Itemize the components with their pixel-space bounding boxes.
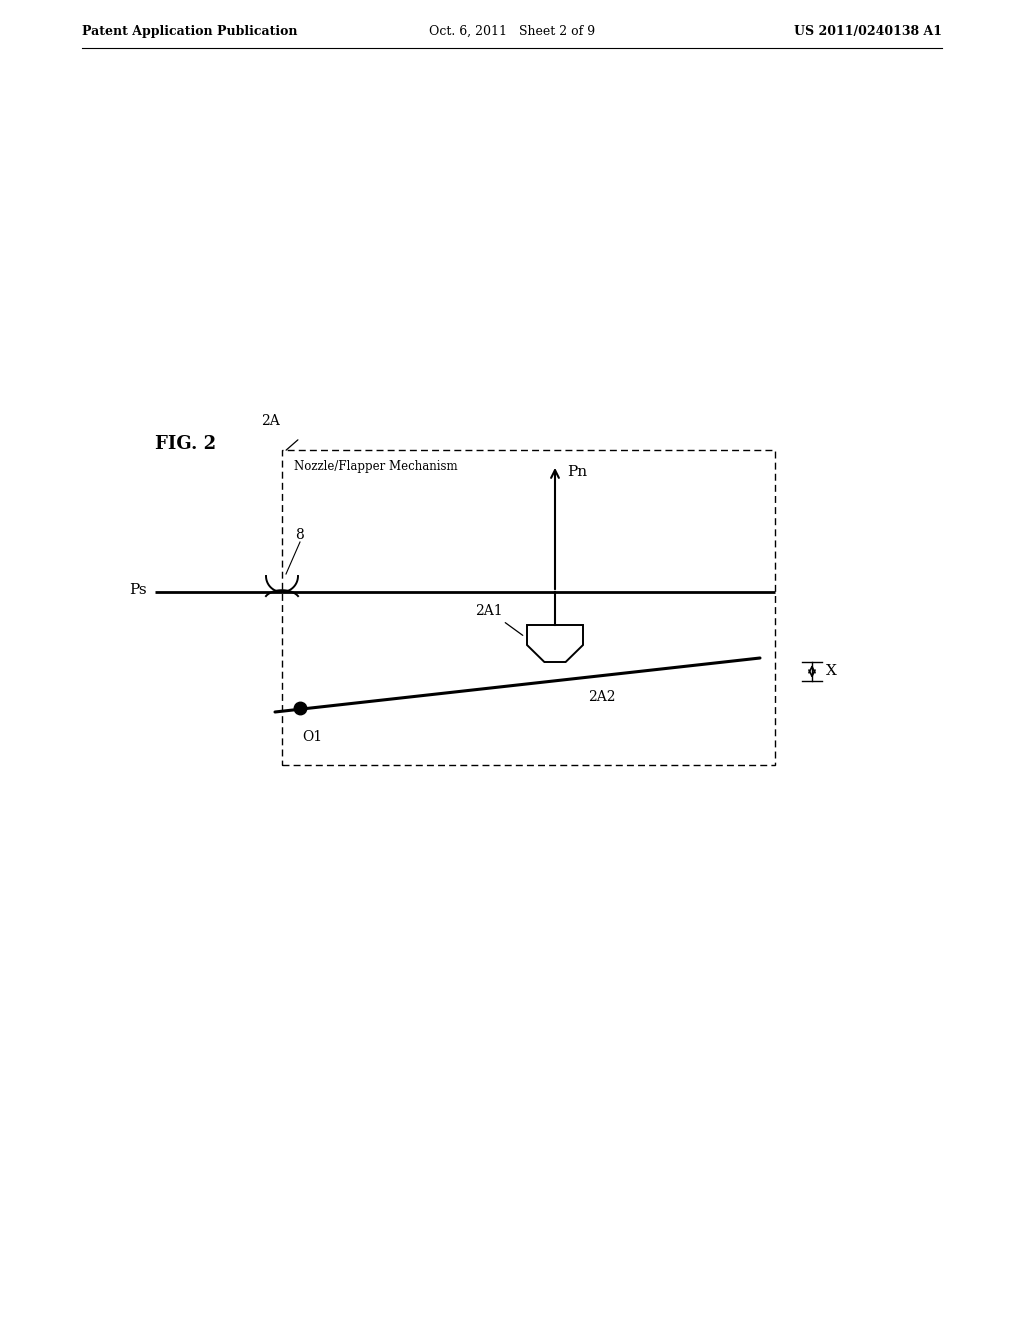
Text: X: X [826, 664, 837, 678]
Text: Pn: Pn [567, 465, 587, 479]
Text: Patent Application Publication: Patent Application Publication [82, 25, 298, 38]
Polygon shape [527, 624, 583, 663]
Text: 2A1: 2A1 [475, 605, 503, 618]
Text: FIG. 2: FIG. 2 [155, 436, 216, 453]
Text: 2A2: 2A2 [588, 690, 615, 705]
Text: US 2011/0240138 A1: US 2011/0240138 A1 [794, 25, 942, 38]
Text: Oct. 6, 2011   Sheet 2 of 9: Oct. 6, 2011 Sheet 2 of 9 [429, 25, 595, 38]
Text: Ps: Ps [129, 583, 147, 597]
Text: 2A: 2A [261, 414, 280, 428]
Bar [282, 450, 775, 766]
Text: Nozzle/Flapper Mechanism: Nozzle/Flapper Mechanism [294, 459, 458, 473]
Text: 8: 8 [296, 528, 304, 543]
Text: O1: O1 [302, 730, 323, 744]
